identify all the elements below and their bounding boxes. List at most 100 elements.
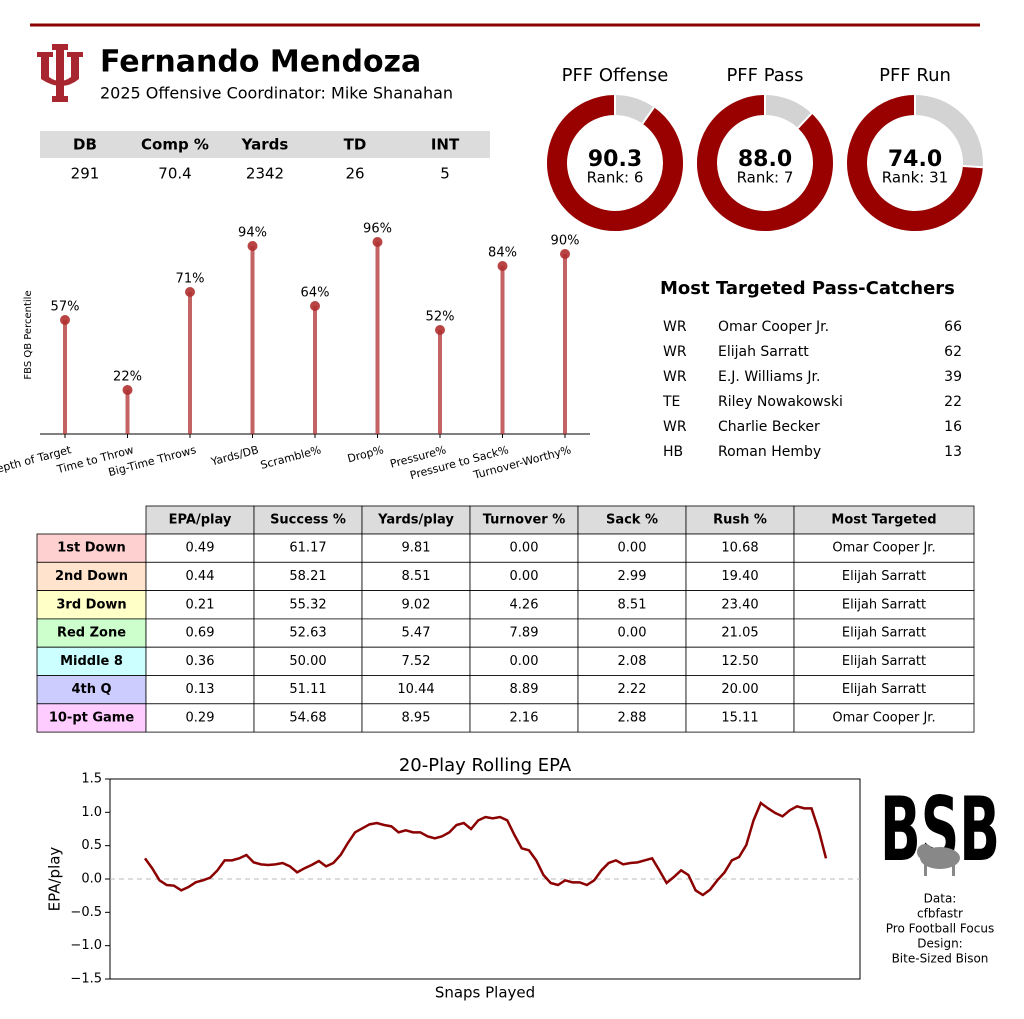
dot [497,261,508,271]
y-tick-label: −1.0 [70,938,102,953]
stats-header: Comp % [141,136,209,154]
value-label: 52% [426,310,455,325]
column-header: Most Targeted [831,513,936,528]
receiver-name: Charlie Becker [718,419,820,435]
cell [685,675,795,705]
pass-catchers-title: Most Targeted Pass-Catchers [660,278,955,299]
dot [310,301,320,311]
header-cell [793,505,975,535]
cell [685,590,795,620]
cell-text: 12.50 [721,654,758,669]
cell [793,703,975,733]
cell-text: 10.44 [397,682,434,697]
cell-text: 0.00 [618,626,647,641]
cell-text: Elijah Sarratt [842,569,926,584]
stats-cell: 26 [345,165,364,183]
dot [185,287,195,297]
row-label: 3rd Down [56,597,126,612]
cell [361,590,471,620]
cell-text: 2.99 [618,569,647,584]
header-cell [469,505,579,535]
cell-text: 0.49 [186,541,215,556]
cell-text: 23.40 [721,597,758,612]
dot [247,241,258,251]
cell [361,675,471,705]
value-label: 84% [488,246,517,261]
targets: 62 [944,344,962,360]
stats-header: DB [73,136,97,154]
dot [60,315,70,325]
targets: 16 [944,419,962,435]
receiver-name: E.J. Williams Jr. [718,369,820,385]
receiver-name: Roman Hemby [718,444,821,460]
row-label: 4th Q [71,682,111,697]
y-axis-label: EPA/play [46,847,64,912]
cell-text: Omar Cooper Jr. [832,541,935,556]
targets: 13 [944,444,962,460]
cell-text: 7.52 [402,654,431,669]
y-axis-label: FBS QB Percentile [23,290,34,379]
cell-text: 7.89 [510,626,539,641]
value-label: 94% [238,226,267,241]
dot [435,325,445,335]
dot [560,249,570,259]
cell [469,533,579,563]
cell-text: 0.00 [510,654,539,669]
row-label: Middle 8 [60,654,123,669]
row-label-cell [36,590,147,620]
column-header: Yards/play [377,513,454,528]
x-axis-label: Snaps Played [435,984,535,1002]
cell [469,618,579,648]
y-tick-label: 1.0 [81,805,102,820]
cell [793,646,975,676]
cell [577,618,687,648]
value-label: 57% [51,300,80,315]
column-header: Sack % [606,513,658,528]
cell-text: 8.51 [618,597,647,612]
cell-text: 4.26 [510,597,539,612]
cell [145,618,255,648]
cell-text: Elijah Sarratt [842,626,926,641]
header-cell [577,505,687,535]
donut-arc [697,95,833,231]
cell-text: 52.63 [289,626,326,641]
cell-text: 0.29 [186,710,215,725]
cell-text: Elijah Sarratt [842,654,926,669]
stats-header: Yards [241,136,289,154]
cell [577,561,687,591]
credit: cfbfastr [917,907,963,921]
donut-title: PFF Pass [726,65,803,86]
targets: 22 [944,394,962,410]
targets: 66 [944,319,962,335]
cell-text: 51.11 [289,682,326,697]
position: HB [663,444,683,460]
donut-value: 90.3 [588,147,642,172]
y-tick-label: 1.5 [81,772,102,787]
credit: Pro Football Focus [886,922,994,936]
cell [793,675,975,705]
cell-text: Elijah Sarratt [842,682,926,697]
donut-title: PFF Offense [562,65,669,86]
row-label-cell [36,646,147,676]
donut-arc [847,95,983,231]
cell [361,618,471,648]
cell [253,675,363,705]
cell [577,675,687,705]
stats-cell: 291 [71,165,100,183]
cell-text: 2.22 [618,682,647,697]
value-label: 96% [363,222,392,237]
cell-text: 19.40 [721,569,758,584]
dot [122,385,133,395]
cell [469,590,579,620]
cell [685,618,795,648]
cell [145,703,255,733]
credit: Data: [924,892,957,906]
cell-text: 9.81 [402,541,431,556]
cell [145,675,255,705]
cell-text: 8.51 [402,569,431,584]
cell-text: 2.88 [618,710,647,725]
column-header: EPA/play [169,513,232,528]
row-label-cell [36,533,147,563]
stats-header: TD [344,136,367,154]
donut-value: 88.0 [738,147,792,172]
